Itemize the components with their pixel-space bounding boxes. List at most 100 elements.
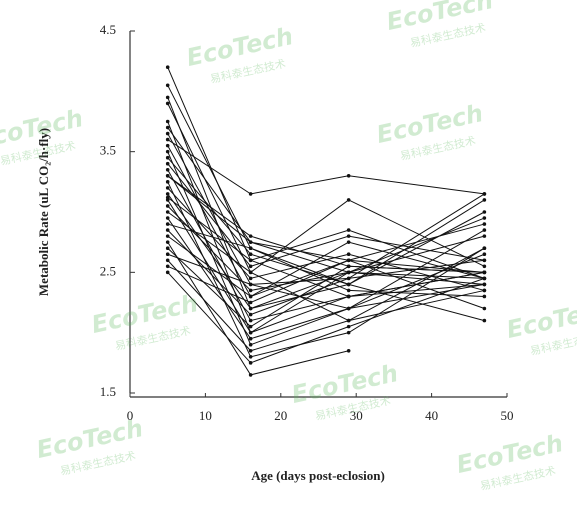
data-point bbox=[248, 288, 253, 293]
data-point bbox=[482, 228, 487, 232]
data-point bbox=[482, 252, 487, 257]
series-line bbox=[167, 199, 485, 273]
data-point bbox=[248, 300, 253, 305]
data-point bbox=[165, 131, 170, 136]
data-point bbox=[165, 198, 170, 202]
data-point bbox=[248, 294, 253, 299]
data-point bbox=[165, 149, 170, 154]
data-point bbox=[248, 264, 253, 269]
data-point bbox=[165, 186, 170, 190]
data-point bbox=[165, 83, 170, 88]
data-point bbox=[248, 373, 253, 377]
data-point bbox=[248, 318, 253, 323]
data-point bbox=[346, 348, 351, 353]
data-point bbox=[482, 270, 487, 275]
data-point bbox=[165, 95, 170, 100]
data-point bbox=[248, 276, 253, 281]
data-point bbox=[346, 330, 351, 335]
series-line bbox=[167, 145, 485, 310]
data-point bbox=[165, 125, 170, 130]
series-line bbox=[167, 235, 485, 298]
data-point bbox=[248, 270, 253, 275]
data-point bbox=[165, 210, 170, 214]
data-point bbox=[482, 210, 487, 214]
data-point bbox=[482, 234, 487, 238]
data-point bbox=[248, 282, 253, 287]
y-tick-label: 4.5 bbox=[100, 22, 116, 37]
data-point bbox=[346, 174, 351, 178]
data-point bbox=[482, 294, 487, 299]
data-point bbox=[482, 276, 487, 281]
data-point bbox=[165, 137, 170, 142]
data-point bbox=[248, 336, 253, 341]
data-point bbox=[248, 355, 253, 359]
x-tick-label: 0 bbox=[127, 408, 134, 423]
series-line bbox=[167, 271, 485, 364]
data-point bbox=[165, 204, 170, 208]
data-point bbox=[248, 252, 253, 257]
data-point bbox=[165, 264, 170, 269]
data-point bbox=[482, 258, 487, 263]
x-tick-label: 10 bbox=[199, 408, 212, 423]
series-line bbox=[167, 139, 485, 195]
y-tick-label: 3.5 bbox=[100, 143, 116, 158]
data-point bbox=[248, 306, 253, 311]
series-line bbox=[167, 187, 485, 291]
data-point bbox=[248, 342, 253, 347]
data-point bbox=[248, 192, 253, 196]
series-line bbox=[167, 223, 485, 304]
data-point bbox=[482, 288, 487, 293]
data-point bbox=[346, 324, 351, 329]
series-line bbox=[167, 259, 485, 352]
data-point bbox=[482, 318, 487, 323]
data-point bbox=[165, 252, 170, 257]
data-point bbox=[346, 240, 351, 244]
data-point bbox=[165, 174, 170, 178]
y-tick-label: 1.5 bbox=[100, 384, 116, 399]
data-point bbox=[248, 258, 253, 263]
data-point bbox=[346, 252, 351, 257]
data-point bbox=[346, 228, 351, 232]
data-point bbox=[248, 348, 253, 353]
series-line bbox=[167, 97, 485, 310]
x-axis-label: Age (days post-eclosion) bbox=[251, 468, 385, 483]
data-point bbox=[248, 246, 253, 250]
data-point bbox=[346, 258, 351, 263]
data-point bbox=[248, 234, 253, 238]
data-point bbox=[165, 258, 170, 263]
data-point bbox=[346, 270, 351, 275]
x-tick-label: 20 bbox=[274, 408, 287, 423]
data-point bbox=[482, 246, 487, 250]
data-point bbox=[248, 361, 253, 365]
data-point bbox=[165, 240, 170, 244]
data-point bbox=[165, 155, 170, 160]
data-point bbox=[248, 240, 253, 244]
data-point bbox=[165, 101, 170, 106]
data-point bbox=[165, 234, 170, 238]
data-point bbox=[482, 282, 487, 287]
y-axis-label: Metabolic Rate (uL CO₂/h·fly) bbox=[36, 128, 51, 296]
data-point bbox=[165, 143, 170, 148]
data-point bbox=[482, 198, 487, 202]
data-point bbox=[482, 216, 487, 220]
data-point bbox=[346, 318, 351, 323]
data-point bbox=[165, 270, 170, 275]
data-point bbox=[346, 234, 351, 238]
data-point bbox=[165, 65, 170, 69]
data-point bbox=[165, 180, 170, 184]
data-point bbox=[165, 216, 170, 220]
data-point bbox=[248, 330, 253, 335]
x-tick-label: 40 bbox=[425, 408, 438, 423]
data-point bbox=[165, 119, 170, 124]
series-line bbox=[167, 121, 485, 334]
data-point bbox=[346, 306, 351, 311]
y-tick-label: 2.5 bbox=[100, 263, 116, 278]
data-point bbox=[165, 161, 170, 166]
x-tick-label: 30 bbox=[350, 408, 363, 423]
data-point bbox=[165, 222, 170, 226]
data-point bbox=[482, 264, 487, 269]
data-point bbox=[346, 264, 351, 269]
data-point bbox=[165, 192, 170, 196]
data-point bbox=[346, 276, 351, 281]
